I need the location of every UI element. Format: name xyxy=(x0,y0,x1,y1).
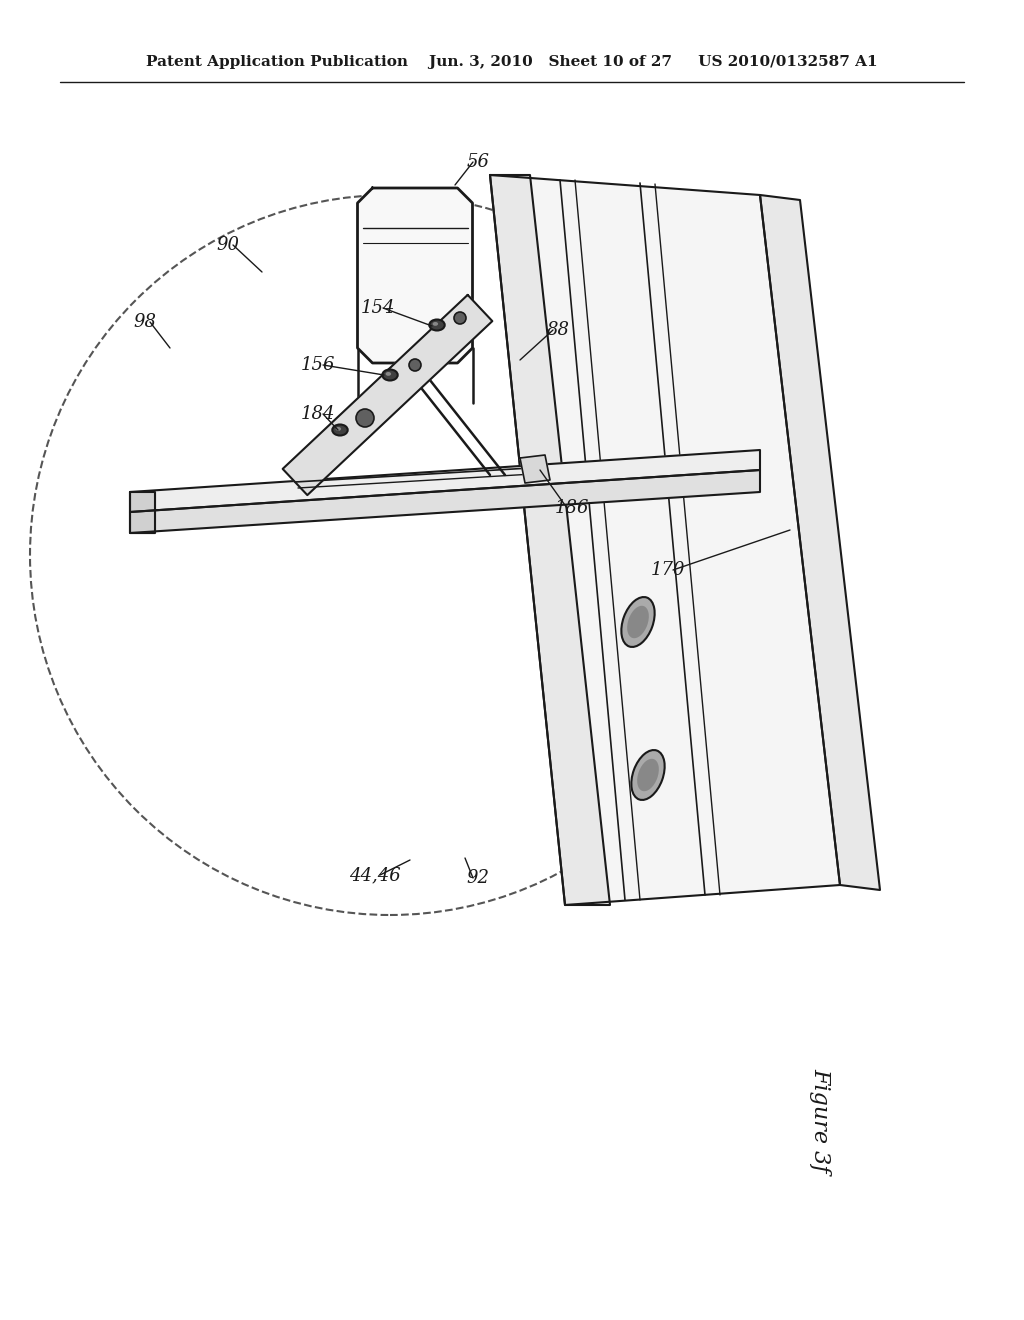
Ellipse shape xyxy=(386,372,391,376)
Text: Figure 3f: Figure 3f xyxy=(809,1068,831,1172)
Polygon shape xyxy=(520,455,550,483)
Ellipse shape xyxy=(333,425,348,436)
Text: 92: 92 xyxy=(467,869,489,887)
Polygon shape xyxy=(490,176,610,906)
Ellipse shape xyxy=(637,759,658,791)
Text: 56: 56 xyxy=(467,153,489,172)
Ellipse shape xyxy=(382,370,397,380)
Polygon shape xyxy=(130,470,760,533)
Ellipse shape xyxy=(432,322,438,326)
Circle shape xyxy=(409,359,421,371)
Text: 44,46: 44,46 xyxy=(349,866,400,884)
Text: 98: 98 xyxy=(133,313,157,331)
Circle shape xyxy=(454,312,466,323)
Text: 90: 90 xyxy=(216,236,240,253)
Polygon shape xyxy=(130,492,155,533)
Ellipse shape xyxy=(429,319,444,330)
Text: 88: 88 xyxy=(547,321,569,339)
Polygon shape xyxy=(283,294,493,495)
Polygon shape xyxy=(130,450,760,512)
Text: 154: 154 xyxy=(360,300,395,317)
Text: 170: 170 xyxy=(650,561,685,579)
Text: 184: 184 xyxy=(301,405,335,422)
Text: 186: 186 xyxy=(555,499,589,517)
Text: 156: 156 xyxy=(301,356,335,374)
Ellipse shape xyxy=(632,750,665,800)
Ellipse shape xyxy=(622,597,654,647)
Circle shape xyxy=(356,409,374,426)
Text: Patent Application Publication    Jun. 3, 2010   Sheet 10 of 27     US 2010/0132: Patent Application Publication Jun. 3, 2… xyxy=(146,55,878,69)
Ellipse shape xyxy=(627,606,649,639)
Polygon shape xyxy=(760,195,880,890)
Polygon shape xyxy=(490,176,840,906)
Polygon shape xyxy=(357,187,472,363)
Ellipse shape xyxy=(336,426,341,430)
